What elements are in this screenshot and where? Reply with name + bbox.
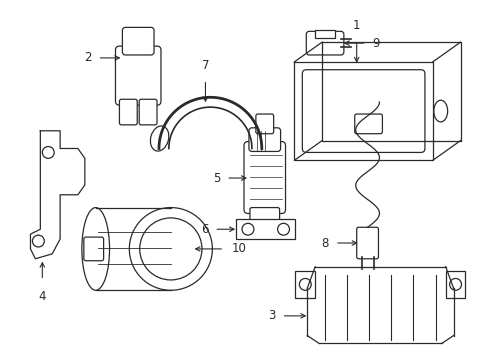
Text: 4: 4 <box>39 290 46 303</box>
Text: 8: 8 <box>321 237 328 249</box>
Text: 3: 3 <box>268 309 275 322</box>
FancyBboxPatch shape <box>244 141 285 213</box>
Ellipse shape <box>150 126 168 151</box>
Text: 5: 5 <box>212 171 220 185</box>
FancyBboxPatch shape <box>139 99 157 125</box>
FancyBboxPatch shape <box>315 30 334 38</box>
Text: 10: 10 <box>232 242 246 255</box>
Ellipse shape <box>81 208 109 290</box>
FancyBboxPatch shape <box>119 99 137 125</box>
Circle shape <box>42 147 54 158</box>
FancyBboxPatch shape <box>236 219 295 239</box>
Circle shape <box>242 223 253 235</box>
FancyBboxPatch shape <box>302 70 424 152</box>
Circle shape <box>129 208 212 290</box>
FancyBboxPatch shape <box>255 114 273 134</box>
Circle shape <box>140 218 202 280</box>
Text: 9: 9 <box>372 37 379 50</box>
Text: 2: 2 <box>84 51 92 64</box>
FancyBboxPatch shape <box>445 271 465 298</box>
Circle shape <box>277 223 289 235</box>
Circle shape <box>449 278 461 290</box>
FancyBboxPatch shape <box>83 237 103 261</box>
FancyBboxPatch shape <box>249 208 279 223</box>
Circle shape <box>299 278 310 290</box>
FancyBboxPatch shape <box>115 46 161 105</box>
Text: 6: 6 <box>201 223 208 236</box>
FancyBboxPatch shape <box>354 114 382 134</box>
Ellipse shape <box>433 100 447 122</box>
Ellipse shape <box>251 126 270 151</box>
Text: 1: 1 <box>352 19 360 32</box>
FancyBboxPatch shape <box>305 31 343 55</box>
Text: 7: 7 <box>201 59 209 72</box>
FancyBboxPatch shape <box>122 27 154 55</box>
Circle shape <box>32 235 44 247</box>
FancyBboxPatch shape <box>248 128 280 152</box>
FancyBboxPatch shape <box>295 271 315 298</box>
FancyBboxPatch shape <box>356 227 378 259</box>
